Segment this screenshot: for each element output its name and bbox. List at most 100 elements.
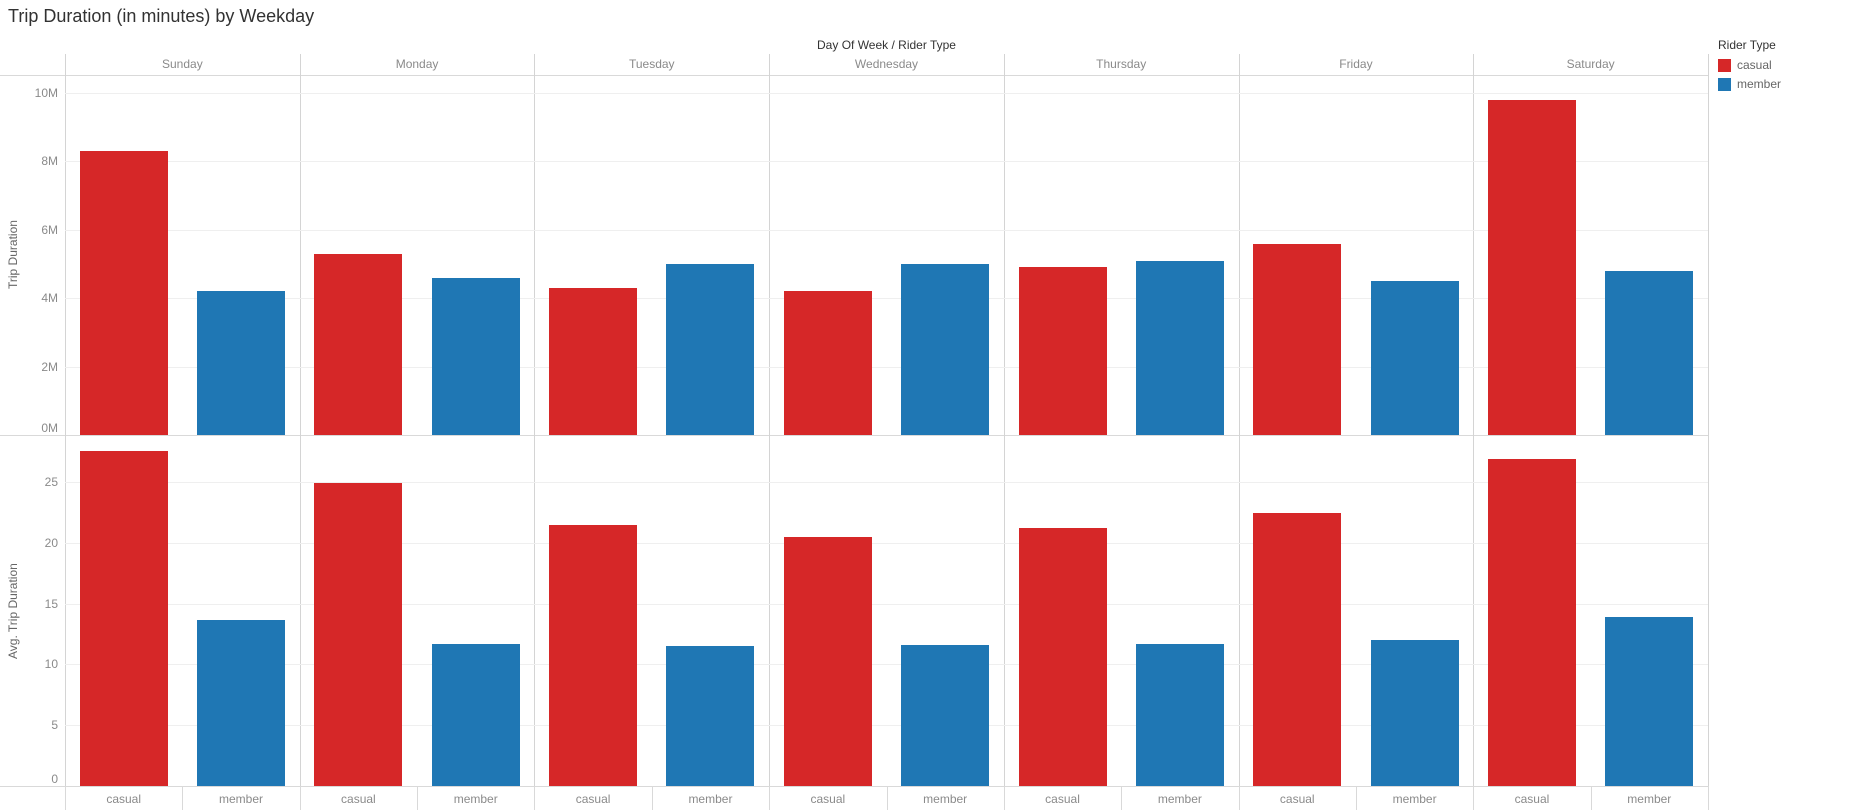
y-gridline <box>65 298 1708 300</box>
y-tick-label: 0 <box>51 772 58 786</box>
bar-bottom-monday-member[interactable] <box>431 643 520 786</box>
bar-bottom-saturday-casual[interactable] <box>1487 459 1576 786</box>
x-axis-tick <box>1473 786 1475 810</box>
column-boundary-line <box>769 54 771 786</box>
bar-top-thursday-casual[interactable] <box>1018 267 1107 435</box>
x-axis-label-friday-member: member <box>1392 792 1437 806</box>
x-axis-tick <box>299 786 301 810</box>
x-axis-tick <box>65 786 66 810</box>
bar-top-tuesday-casual[interactable] <box>549 287 638 435</box>
x-axis-label-sunday-member: member <box>219 792 264 806</box>
x-axis-tick <box>1121 786 1123 810</box>
bar-bottom-friday-casual[interactable] <box>1253 512 1342 786</box>
bar-top-sunday-member[interactable] <box>197 291 286 435</box>
legend-item-member[interactable]: member <box>1718 77 1848 91</box>
y-tick-label: 10 <box>44 657 58 672</box>
bar-bottom-wednesday-member[interactable] <box>901 645 990 786</box>
y-gridline <box>65 664 1708 666</box>
x-axis-tick <box>534 786 536 810</box>
y-gridline <box>65 725 1708 727</box>
bar-bottom-monday-casual[interactable] <box>314 483 403 786</box>
y-tick-label: 0M <box>41 421 58 435</box>
x-axis-label-thursday-casual: casual <box>1045 792 1080 806</box>
bar-top-sunday-casual[interactable] <box>79 151 168 435</box>
legend-item-casual[interactable]: casual <box>1718 58 1848 72</box>
x-axis-label-friday-casual: casual <box>1279 792 1315 806</box>
x-axis-tick <box>182 786 184 810</box>
x-axis-label-saturday-member: member <box>1627 792 1672 806</box>
column-boundary-line <box>1003 54 1005 786</box>
bar-top-wednesday-casual[interactable] <box>783 291 872 435</box>
x-axis-tick <box>1238 786 1240 810</box>
casual-color-swatch <box>1718 58 1731 72</box>
bar-bottom-thursday-member[interactable] <box>1135 643 1224 786</box>
x-axis-label-monday-casual: casual <box>341 792 376 806</box>
bar-top-monday-casual[interactable] <box>314 253 403 435</box>
x-axis-label-sunday-casual: casual <box>106 792 142 806</box>
column-axis-header: Day Of Week / Rider Type <box>817 38 956 52</box>
y-gridline <box>65 603 1708 605</box>
y-tick-label: 5 <box>51 718 58 733</box>
x-axis-tick <box>1708 786 1709 810</box>
y-gridline <box>65 93 1708 95</box>
legend-label-member: member <box>1737 77 1782 91</box>
column-header-wednesday: Wednesday <box>854 57 919 71</box>
column-boundary-line <box>1238 54 1240 786</box>
bar-top-friday-casual[interactable] <box>1253 243 1342 435</box>
y-tick-label: 15 <box>44 596 58 611</box>
column-header-friday: Friday <box>1339 57 1373 71</box>
y-gridline <box>65 366 1708 368</box>
column-header-tuesday: Tuesday <box>628 57 675 71</box>
x-axis-tick <box>886 786 888 810</box>
y-tick-label: 4M <box>41 291 58 306</box>
x-axis-tick <box>1355 786 1357 810</box>
x-axis-tick <box>1003 786 1005 810</box>
x-axis-label-wednesday-member: member <box>923 792 968 806</box>
pane-border-horizontal <box>0 75 1708 76</box>
pane-border-horizontal <box>0 435 1708 436</box>
x-axis-label-wednesday-casual: casual <box>810 792 846 806</box>
bar-bottom-sunday-member[interactable] <box>197 619 286 786</box>
x-axis-tick <box>417 786 419 810</box>
bar-bottom-thursday-casual[interactable] <box>1018 528 1107 786</box>
column-boundary-line <box>534 54 536 786</box>
bar-top-friday-member[interactable] <box>1370 281 1459 435</box>
bar-bottom-sunday-casual[interactable] <box>79 450 168 786</box>
bar-bottom-wednesday-casual[interactable] <box>783 536 872 786</box>
column-header-monday: Monday <box>395 57 439 71</box>
bar-bottom-tuesday-member[interactable] <box>666 646 755 786</box>
y-tick-label: 6M <box>41 222 58 237</box>
y-gridline <box>65 161 1708 163</box>
column-header-saturday: Saturday <box>1566 57 1615 71</box>
bar-bottom-friday-member[interactable] <box>1370 640 1459 786</box>
y-gridline <box>65 229 1708 231</box>
bar-top-saturday-member[interactable] <box>1605 270 1694 435</box>
bar-top-saturday-casual[interactable] <box>1487 99 1576 435</box>
x-axis-tick <box>769 786 771 810</box>
x-axis-label-tuesday-casual: casual <box>575 792 611 806</box>
legend-label-casual: casual <box>1737 58 1772 72</box>
x-axis-label-thursday-member: member <box>1157 792 1202 806</box>
y-tick-label: 2M <box>41 359 58 374</box>
pane-border-horizontal <box>0 786 1708 787</box>
x-axis-label-monday-member: member <box>453 792 498 806</box>
column-boundary-line <box>1708 54 1709 786</box>
column-boundary-line <box>299 54 301 786</box>
y-gridline <box>65 482 1708 484</box>
bar-top-thursday-member[interactable] <box>1135 260 1224 435</box>
member-color-swatch <box>1718 77 1731 91</box>
y-tick-label: 20 <box>44 535 58 550</box>
bar-top-tuesday-member[interactable] <box>666 264 755 435</box>
column-boundary-line <box>1473 54 1475 786</box>
x-axis-tick <box>1590 786 1592 810</box>
column-header-thursday: Thursday <box>1096 57 1147 71</box>
bar-bottom-tuesday-casual[interactable] <box>549 524 638 786</box>
x-axis-tick <box>651 786 653 810</box>
bar-top-monday-member[interactable] <box>431 277 520 435</box>
y-gridline <box>65 542 1708 544</box>
bar-top-wednesday-member[interactable] <box>901 264 990 435</box>
column-boundary-line <box>65 54 66 786</box>
x-axis-label-saturday-casual: casual <box>1514 792 1550 806</box>
bar-bottom-saturday-member[interactable] <box>1605 617 1694 786</box>
